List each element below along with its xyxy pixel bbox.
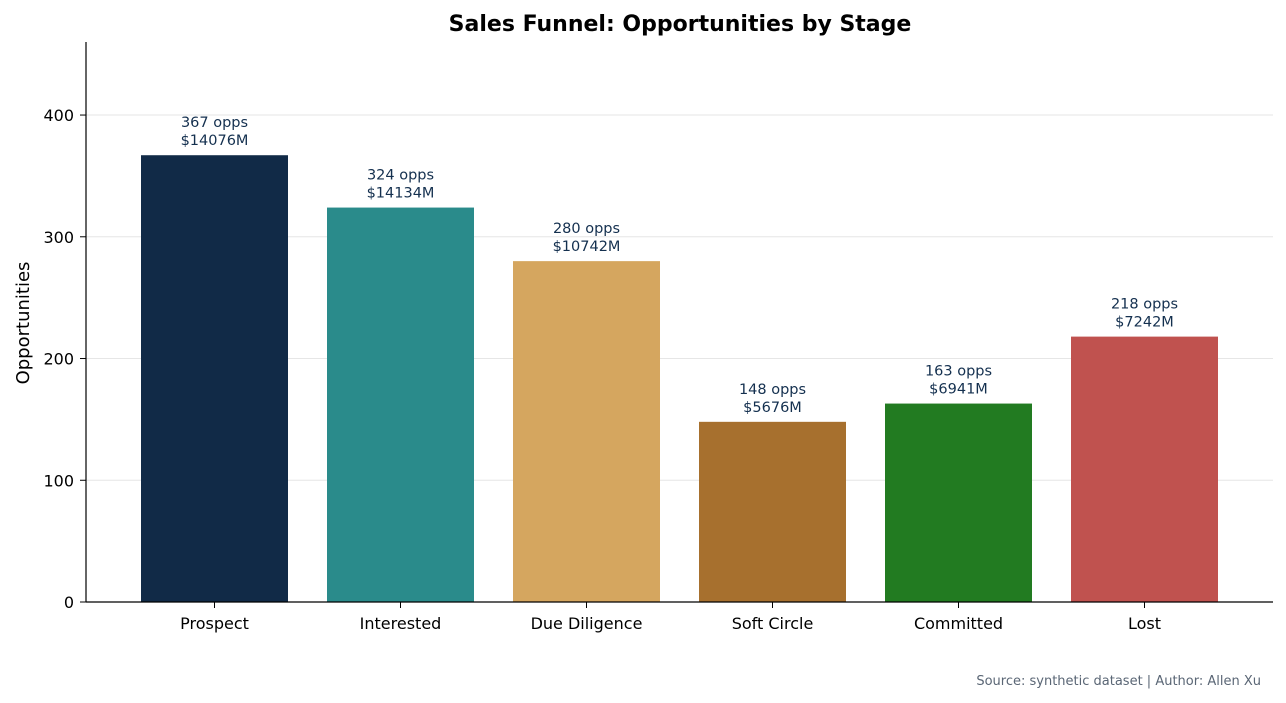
bar-soft-circle — [699, 421, 846, 602]
bar-count-label: 367 opps — [181, 115, 248, 131]
bar-committed — [885, 403, 1032, 602]
y-tick-label: 300 — [43, 228, 74, 247]
bar-amount-label: $14134M — [367, 186, 435, 202]
bars — [141, 155, 1218, 602]
bar-amount-label: $10742M — [553, 239, 621, 255]
bar-count-label: 163 opps — [925, 364, 992, 380]
bar-lost — [1071, 336, 1218, 602]
source-note: Source: synthetic dataset | Author: Alle… — [976, 674, 1261, 689]
bar-amount-label: $14076M — [181, 133, 249, 149]
bar-count-label: 324 opps — [367, 168, 434, 184]
y-tick-label: 100 — [43, 471, 74, 490]
x-tick-label: Interested — [360, 614, 442, 633]
bar-count-label: 148 opps — [739, 382, 806, 398]
bar-amount-label: $7242M — [1115, 315, 1174, 331]
bar-amount-label: $6941M — [929, 382, 988, 398]
bar-labels: 367 opps $14076M 324 opps $14134M 280 opps $1… — [181, 115, 1179, 416]
bar-interested — [327, 207, 474, 602]
x-tick-label: Due Diligence — [531, 614, 643, 633]
x-tick-label: Committed — [914, 614, 1003, 633]
y-axis: 0 100 200 300 400 — [43, 42, 87, 612]
y-tick-label: 200 — [43, 350, 74, 369]
y-tick-label: 0 — [64, 593, 74, 612]
y-axis-label: Opportunities — [13, 262, 34, 385]
x-axis: Prospect Interested Due Diligence Soft Circ… — [86, 601, 1273, 633]
bar-count-label: 218 opps — [1111, 297, 1178, 313]
x-tick-label: Lost — [1128, 614, 1161, 633]
bar-amount-label: $5676M — [743, 400, 802, 416]
x-tick-label: Prospect — [180, 614, 249, 633]
y-tick-label: 400 — [43, 106, 74, 125]
bar-prospect — [141, 155, 288, 602]
bar-count-label: 280 opps — [553, 221, 620, 237]
x-tick-label: Soft Circle — [732, 614, 814, 633]
bar-due-diligence — [513, 261, 660, 602]
chart-title: Sales Funnel: Opportunities by Stage — [449, 12, 912, 37]
